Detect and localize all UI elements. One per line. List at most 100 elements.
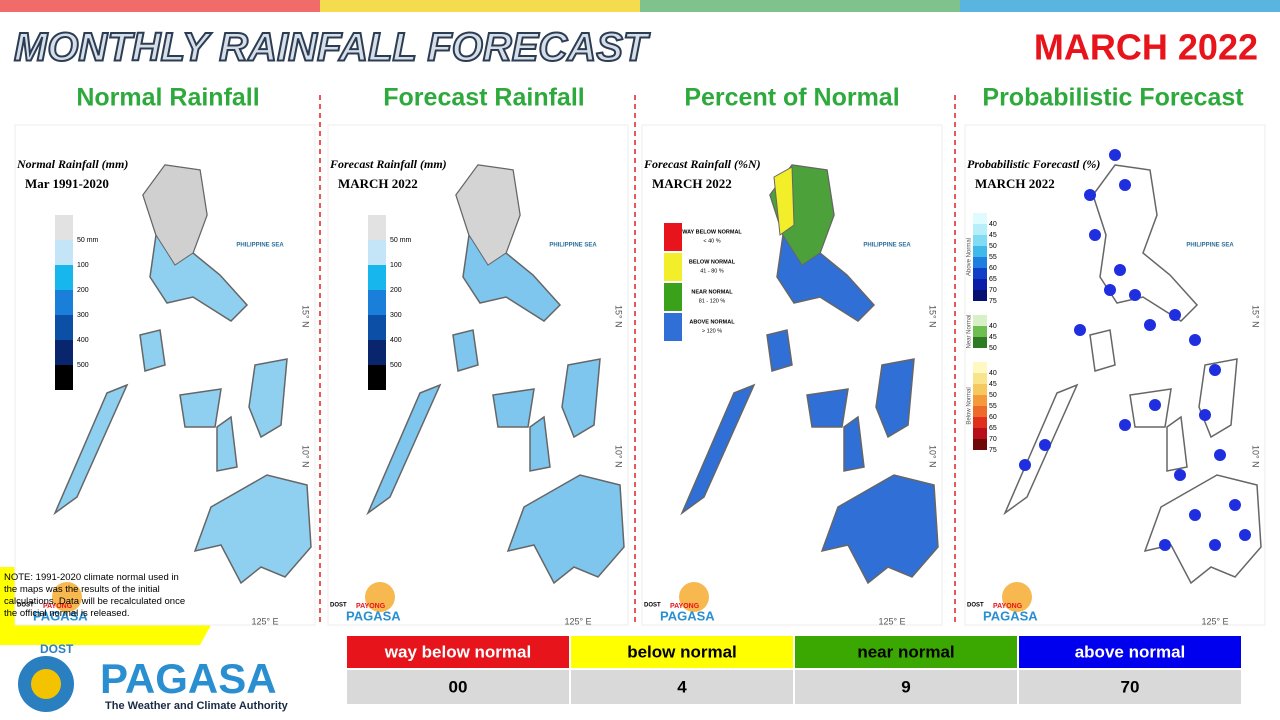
legend-label: WAY BELOW NORMAL (682, 229, 742, 235)
legend-swatch (973, 395, 987, 406)
summary-value: 70 (1121, 677, 1140, 696)
slide-title: MONTHLY RAINFALL FORECAST (14, 26, 651, 70)
legend-swatch (973, 428, 987, 439)
legend-label: 70 (989, 436, 997, 443)
map-panel: Probabilistic Forecastl (%) MARCH 2022 PHI… (964, 124, 1266, 626)
station-dot (1189, 509, 1201, 521)
legend-swatch (973, 315, 987, 326)
legend-swatch (55, 365, 73, 390)
legend-swatch (55, 265, 73, 290)
legend-swatch (973, 257, 987, 268)
map-subtitle: MARCH 2022 (652, 176, 732, 191)
legend-swatch (368, 340, 386, 365)
legend-swatch (973, 384, 987, 395)
station-dot (1129, 289, 1141, 301)
badge-top: DOST (967, 603, 984, 609)
map-subtitle: Mar 1991-2020 (25, 176, 109, 191)
legend-swatch (973, 224, 987, 235)
legend-label: 500 (390, 362, 402, 369)
legend-swatch (368, 365, 386, 390)
station-dot (1149, 399, 1161, 411)
station-dot (1119, 179, 1131, 191)
legend-label: 40 (989, 370, 997, 377)
map-panel: Forecast Rainfall (%N) MARCH 2022 PHILIPPI… (641, 124, 943, 626)
stripe (320, 0, 640, 12)
legend-label: 50 (989, 345, 997, 352)
station-dot (1169, 309, 1181, 321)
legend-swatch (973, 337, 987, 348)
legend-swatch (368, 315, 386, 340)
legend-group: Near Normal (967, 314, 973, 348)
legend-label: 400 (77, 337, 89, 344)
logo-emblem (31, 669, 61, 699)
lon-label: 125° E (564, 616, 591, 626)
legend-label: BELOW NORMAL (689, 259, 736, 265)
badge-brand: PAGASA (346, 608, 401, 623)
legend-label: 60 (989, 265, 997, 272)
legend-swatch (55, 290, 73, 315)
agency-logo: DOST PAGASA The Weather and Climate Auth… (18, 642, 289, 712)
legend-range: < 40 % (703, 238, 720, 244)
map-title: Normal Rainfall (mm) (16, 157, 128, 171)
sea-label: PHILIPPINE SEA (1186, 243, 1234, 249)
legend-swatch (973, 373, 987, 384)
map-region (142, 164, 208, 266)
summary-value: 00 (449, 677, 468, 696)
legend-label: 45 (989, 232, 997, 239)
badge-brand: PAGASA (33, 608, 88, 623)
legend-label: 40 (989, 323, 997, 330)
legend-swatch (973, 406, 987, 417)
legend-swatch (973, 290, 987, 301)
sea-label: PHILIPPINE SEA (863, 243, 911, 249)
legend-range: 41 - 80 % (700, 268, 724, 274)
station-dot (1039, 439, 1051, 451)
lat-label: 15° N (301, 305, 311, 328)
badge-top: DOST (17, 603, 34, 609)
note: NOTE: 1991-2020 climate normal used in t… (4, 572, 186, 619)
legend-label: 40 (989, 221, 997, 228)
legend-swatch (973, 326, 987, 337)
badge-icon (365, 582, 395, 612)
legend-swatch (368, 265, 386, 290)
legend-label: 45 (989, 381, 997, 388)
legend-swatch (973, 417, 987, 428)
legend-range: > 120 % (702, 328, 722, 334)
station-dot (1074, 324, 1086, 336)
station-dot (1159, 539, 1171, 551)
legend-label: ABOVE NORMAL (689, 319, 735, 325)
legend-label: 65 (989, 276, 997, 283)
legend-label: 50 mm (390, 237, 412, 244)
station-dot (1084, 189, 1096, 201)
station-dot (1089, 229, 1101, 241)
panel-heading: Normal Rainfall (76, 84, 259, 112)
panel-heading: Percent of Normal (684, 84, 899, 112)
summary-header-cell (795, 636, 1017, 668)
station-dot (1209, 364, 1221, 376)
station-dot (1104, 284, 1116, 296)
logo-parent: DOST (40, 642, 74, 656)
legend-swatch (973, 279, 987, 290)
badge-top: DOST (644, 603, 661, 609)
legend-label: 50 (989, 243, 997, 250)
badge-icon (679, 582, 709, 612)
map-title: Forecast Rainfall (%N) (643, 157, 761, 171)
lat-label: 10° N (1251, 445, 1261, 468)
legend-label: 45 (989, 334, 997, 341)
legend-swatch (973, 235, 987, 246)
panel-heading: Probabilistic Forecast (982, 84, 1244, 112)
legend-label: 300 (390, 312, 402, 319)
legend-label: NEAR NORMAL (691, 289, 733, 295)
sea-label: PHILIPPINE SEA (549, 243, 597, 249)
summary-value: 9 (901, 677, 910, 696)
map-title: Forecast Rainfall (mm) (329, 157, 447, 171)
legend-label: 200 (390, 287, 402, 294)
legend-label: 400 (390, 337, 402, 344)
badge-brand: PAGASA (983, 608, 1038, 623)
summary-value-cell (347, 670, 569, 704)
legend-swatch (368, 240, 386, 265)
legend-label: 70 (989, 287, 997, 294)
legend-swatch (664, 283, 682, 311)
legend-label: 100 (390, 262, 402, 269)
legend-group: Below Normal (967, 387, 973, 424)
stripe (640, 0, 960, 12)
